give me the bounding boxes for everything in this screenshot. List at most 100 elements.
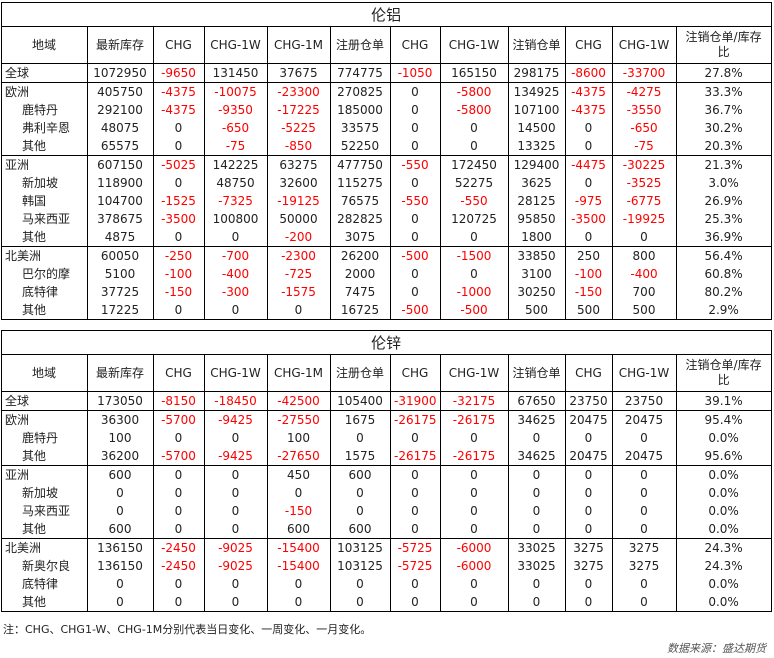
- table-cell: -3500: [153, 210, 205, 228]
- table-cell: 3275: [565, 557, 613, 575]
- table-cell: 0: [390, 265, 441, 283]
- table-cell: -7325: [204, 192, 268, 210]
- table-cell: 33.3%: [675, 82, 773, 101]
- table-cell: -42500: [267, 391, 331, 411]
- table-cell: 0: [440, 137, 509, 156]
- table-cell: -500: [440, 301, 509, 320]
- table-cell: -1525: [153, 192, 205, 210]
- table-cell: 0: [204, 465, 268, 484]
- table-row: 其他 4875 0 0 -200 3075 0 0 1800 0 0 36.9%: [1, 228, 773, 247]
- region-label: 其他: [1, 593, 88, 612]
- table-cell: 107100: [508, 101, 566, 119]
- table-cell: 0: [565, 575, 613, 593]
- table-cell: 0: [390, 429, 441, 447]
- table-cell: -26175: [390, 410, 441, 429]
- table-cell: 0: [87, 484, 154, 502]
- table-cell: 34625: [508, 410, 566, 429]
- table-cell: -4375: [565, 82, 613, 101]
- table-cell: 103125: [330, 557, 391, 575]
- table-cell: 0: [153, 520, 205, 539]
- table-cell: -18450: [204, 391, 268, 411]
- table-row: 欧洲 405750 -4375 -10075 -23300 270825 0 -5800 134…: [1, 82, 773, 101]
- table-cell: 0: [440, 520, 509, 539]
- table-cell: 0: [390, 593, 441, 612]
- table-cell: -9425: [204, 447, 268, 466]
- table-row: 新奥尔良 136150 -2450 -9025 -15400 103125 -5725 -60…: [1, 557, 773, 575]
- table-cell: 0.0%: [675, 502, 773, 520]
- table-row: 其他 17225 0 0 0 16725 -500 -500 500 500 500 2.9%: [1, 301, 773, 320]
- table-cell: 67650: [508, 391, 566, 411]
- table-cell: 0: [204, 575, 268, 593]
- table-cell: 0: [204, 429, 268, 447]
- table-cell: 120725: [440, 210, 509, 228]
- column-header: CHG: [390, 26, 441, 64]
- table-row: 其他 600 0 0 600 600 0 0 0 0 0 0.0%: [1, 520, 773, 539]
- table-cell: -2450: [153, 557, 205, 575]
- table-cell: -5800: [440, 101, 509, 119]
- table-cell: 118900: [87, 174, 154, 192]
- table-row: 韩国 104700 -1525 -7325 -19125 76575 -550 -550 281…: [1, 192, 773, 210]
- table-cell: 0: [390, 82, 441, 101]
- table-cell: 800: [612, 246, 677, 265]
- table-cell: 129400: [508, 155, 566, 174]
- region-label: 全球: [1, 63, 88, 83]
- region-label: 亚洲: [1, 465, 88, 484]
- table-cell: -400: [204, 265, 268, 283]
- table-cell: -26175: [440, 410, 509, 429]
- footnote: 注：CHG、CHG1-W、CHG-1M分别代表当日变化、一周变化、一月变化。: [3, 623, 372, 636]
- table-cell: 0: [204, 484, 268, 502]
- table-cell: 60050: [87, 246, 154, 265]
- table-cell: -150: [267, 502, 331, 520]
- column-header: 地域: [1, 26, 88, 64]
- table-cell: 0: [390, 137, 441, 156]
- table-cell: 0: [267, 301, 331, 320]
- table-cell: 0.0%: [675, 593, 773, 612]
- aluminum-inventory-table: 伦铝 地域 最新库存 CHG CHG-1W CHG-1M 注册仓单 CHG CHG-1W 注销仓单…: [0, 2, 773, 320]
- table-cell: 27.8%: [675, 63, 773, 83]
- table-cell: -8600: [565, 63, 613, 83]
- table-cell: 23750: [612, 391, 677, 411]
- table-cell: 0: [565, 174, 613, 192]
- table-row: 鹿特丹 100 0 0 100 0 0 0 0 0 0 0.0%: [1, 429, 773, 447]
- table-cell: -75: [612, 137, 677, 156]
- column-header: CHG: [153, 354, 205, 392]
- table-cell: -75: [204, 137, 268, 156]
- table-cell: 0: [390, 520, 441, 539]
- table-cell: 48750: [204, 174, 268, 192]
- column-header: CHG-1M: [267, 26, 331, 64]
- table-cell: 0: [440, 593, 509, 612]
- table-cell: 2000: [330, 265, 391, 283]
- table-cell: -9650: [153, 63, 205, 83]
- table-cell: -9025: [204, 557, 268, 575]
- table-cell: -1000: [440, 283, 509, 301]
- table-cell: 0: [153, 301, 205, 320]
- table-cell: 20475: [612, 410, 677, 429]
- column-header: CHG-1M: [267, 354, 331, 392]
- data-source: 数据来源：盛达期货: [667, 642, 766, 655]
- table-cell: 7475: [330, 283, 391, 301]
- table-cell: 0: [612, 575, 677, 593]
- table-cell: 0: [153, 575, 205, 593]
- table-cell: 20.3%: [675, 137, 773, 156]
- table-cell: -27650: [267, 447, 331, 466]
- table-cell: 0: [390, 283, 441, 301]
- table-cell: -9025: [204, 538, 268, 557]
- region-label: 全球: [1, 391, 88, 411]
- table-cell: 33575: [330, 119, 391, 137]
- table-cell: -5700: [153, 447, 205, 466]
- aluminum-header-row: 地域 最新库存 CHG CHG-1W CHG-1M 注册仓单 CHG CHG-1W 注销仓单 CH…: [1, 26, 773, 64]
- table-cell: 100: [87, 429, 154, 447]
- table-cell: 0: [267, 593, 331, 612]
- table-cell: -10075: [204, 82, 268, 101]
- region-label: 韩国: [1, 192, 88, 210]
- table-cell: 80.2%: [675, 283, 773, 301]
- table-row: 巴尔的摩 5100 -100 -400 -725 2000 0 0 3100 -100 -400 60…: [1, 265, 773, 283]
- table-cell: -100: [153, 265, 205, 283]
- table-cell: 0: [565, 119, 613, 137]
- table-cell: 103125: [330, 538, 391, 557]
- table-cell: -150: [565, 283, 613, 301]
- table-cell: 0: [612, 429, 677, 447]
- table-cell: 0: [440, 265, 509, 283]
- column-header: CHG-1W: [204, 354, 268, 392]
- table-cell: 500: [565, 301, 613, 320]
